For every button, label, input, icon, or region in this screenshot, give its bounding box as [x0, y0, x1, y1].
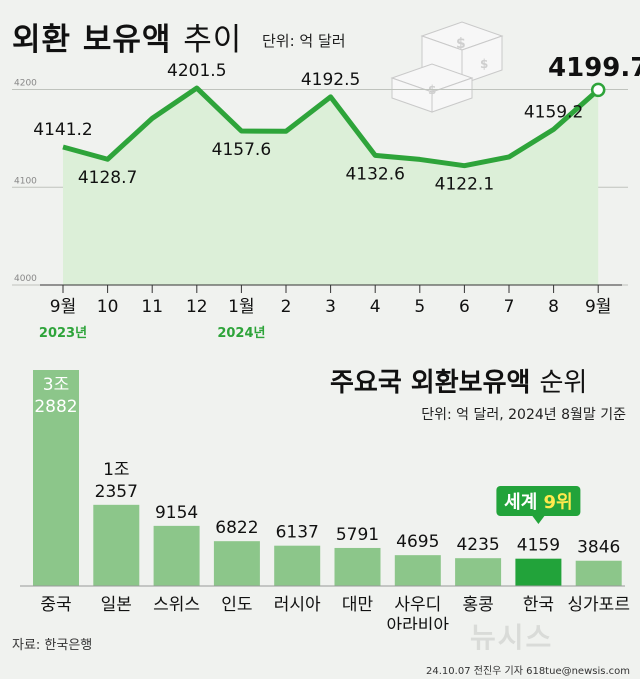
bar	[33, 370, 79, 586]
x-tick-label: 6	[459, 297, 470, 317]
bar-value-label: 1조	[103, 460, 129, 480]
x-tick-label: 7	[504, 297, 515, 317]
rank-title-light: 순위	[539, 368, 588, 398]
x-tick-label: 9월	[50, 297, 76, 317]
newsis-watermark: 뉴시스	[470, 621, 554, 654]
series-line	[62, 85, 600, 169]
year-label: 2023년	[39, 326, 87, 341]
rank-badge	[496, 486, 581, 516]
bar	[153, 525, 200, 586]
bar	[334, 547, 381, 586]
area-fill	[63, 88, 599, 285]
bar-value-label: 3846	[577, 538, 620, 558]
data-label: 4122.1	[435, 175, 494, 195]
bar-category-label: 싱가포르	[567, 595, 630, 615]
bar-category-label: 한국	[523, 595, 554, 615]
bar	[93, 504, 140, 586]
title-bold: 외환 보유액	[12, 22, 172, 58]
bar	[575, 560, 622, 586]
data-label: 4192.5	[301, 70, 360, 90]
rank-badge-text: 세계 9위	[504, 492, 572, 513]
bar	[515, 558, 562, 586]
x-tick-label: 8	[548, 297, 559, 317]
bar-category-label: 일본	[101, 595, 132, 615]
bar-category-label: 스위스	[153, 595, 200, 615]
bar-value-label: 4235	[456, 535, 499, 555]
x-tick-label: 10	[97, 297, 119, 317]
bar-category-label: 인도	[221, 595, 252, 615]
data-label: 4157.6	[212, 140, 271, 160]
last-point-marker	[590, 82, 606, 98]
data-label: 4141.2	[33, 120, 92, 140]
x-tick-label: 4	[370, 297, 381, 317]
data-label: 4132.6	[345, 164, 404, 184]
bar-value-label: 5791	[336, 525, 379, 545]
x-tick-label: 2	[281, 297, 292, 317]
x-tick-label: 12	[186, 297, 208, 317]
bar-value-label: 3조	[43, 375, 69, 395]
bar-unit-label: 단위: 억 달러, 2024년 8월말 기준	[421, 407, 626, 423]
x-tick-label: 3	[325, 297, 336, 317]
svg-text:$: $	[456, 36, 466, 52]
rank-title-bold: 주요국 외환보유액	[330, 368, 531, 398]
data-label: 4201.5	[167, 61, 226, 81]
bar-value-label: 6137	[276, 523, 319, 543]
data-label: 4199.7	[548, 53, 640, 83]
rank-title: 주요국 외환보유액 순위	[330, 362, 587, 399]
data-label: 4159.2	[524, 102, 583, 122]
year-label: 2024년	[217, 326, 265, 341]
bar-value-label: 2882	[34, 397, 77, 417]
bar-category-label: 아라비아	[387, 616, 450, 630]
line-chart: 4000 4100 4200 9월 10 11 12 1월 2 3 4 5 6 7 8 9월 2023년 2024…	[12, 53, 640, 341]
line-unit-label: 단위: 억 달러	[262, 32, 346, 50]
rank-badge-pointer	[532, 516, 545, 524]
bar-category-label: 대만	[342, 595, 374, 615]
bar-category-label: 러시아	[274, 595, 321, 615]
bar-value-label: 4695	[396, 532, 439, 552]
y-tick-label: 4200	[14, 79, 37, 89]
rank-badge-prefix: 세계	[504, 492, 543, 513]
money-stack-icon: $ $ $	[390, 21, 504, 113]
rank-badge-rank: 9위	[544, 492, 573, 513]
byline: 24.10.07 전진우 기자 618tue@newsis.com	[426, 666, 630, 677]
bar-value-label: 2357	[95, 482, 138, 502]
bar-category-label: 사우디	[394, 595, 441, 615]
bar-category-label: 중국	[40, 595, 71, 615]
y-tick-label: 4100	[14, 176, 37, 186]
bar-value-label: 9154	[155, 503, 198, 523]
bar	[455, 558, 502, 586]
source-note: 자료: 한국은행	[12, 638, 93, 653]
data-label: 4128.7	[78, 168, 137, 188]
bar	[274, 545, 321, 586]
bar	[394, 555, 441, 586]
bar-value-label: 6822	[215, 518, 258, 538]
bar-category-label: 홍콩	[462, 595, 493, 615]
y-tick-label: 4000	[14, 274, 37, 284]
x-tick-label: 11	[141, 297, 163, 317]
x-tick-label: 5	[414, 297, 425, 317]
page-title: 외환 보유액 추이	[12, 14, 242, 59]
x-tick-label: 9월	[585, 297, 611, 317]
title-light: 추이	[183, 22, 243, 58]
svg-text:$: $	[480, 57, 488, 71]
x-tick-label: 1월	[228, 297, 254, 317]
bar	[213, 541, 260, 586]
bar-value-label: 4159	[517, 536, 560, 556]
